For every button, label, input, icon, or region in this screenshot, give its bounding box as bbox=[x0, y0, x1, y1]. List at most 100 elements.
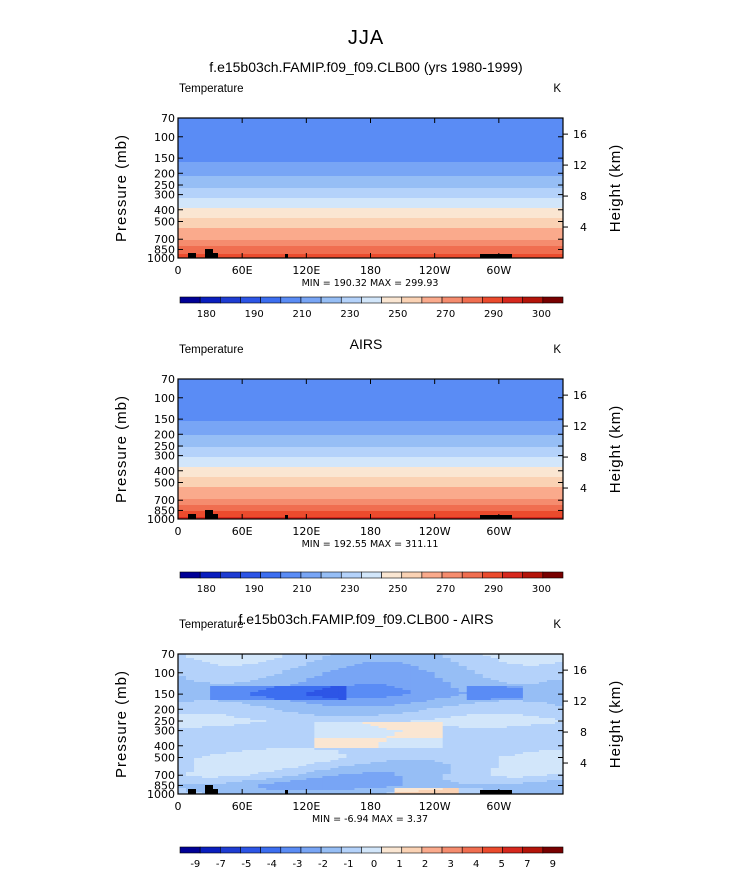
contour-cell bbox=[418, 750, 428, 753]
contour-cell bbox=[218, 720, 227, 723]
contour-cell bbox=[506, 754, 516, 757]
contour-cell bbox=[514, 736, 524, 739]
contour-cell bbox=[450, 670, 460, 673]
contour-cell bbox=[498, 722, 508, 725]
contour-cell bbox=[530, 780, 540, 783]
contour-cell bbox=[242, 694, 251, 697]
contour-cell bbox=[546, 734, 556, 737]
contour-cell bbox=[290, 682, 299, 685]
contour-cell bbox=[346, 792, 355, 795]
contour-cell bbox=[418, 676, 428, 679]
contour-cell bbox=[186, 690, 195, 693]
contour-cell bbox=[362, 722, 371, 725]
contour-cell bbox=[226, 766, 235, 769]
contour-cell bbox=[194, 770, 203, 773]
contour-cell bbox=[186, 726, 195, 729]
contour-cell bbox=[394, 684, 403, 687]
contour-cell bbox=[178, 391, 564, 394]
contour-cell bbox=[434, 752, 444, 755]
contour-cell bbox=[210, 674, 219, 677]
contour-cell bbox=[442, 702, 452, 705]
contour-cell bbox=[474, 664, 484, 667]
contour-cell bbox=[386, 752, 395, 755]
contour-cell bbox=[466, 684, 476, 687]
contour-cell bbox=[538, 786, 548, 789]
contour-cell bbox=[362, 772, 371, 775]
contour-cell bbox=[290, 772, 299, 775]
contour-cell bbox=[362, 762, 371, 765]
contour-cell bbox=[250, 674, 259, 677]
contour-cell bbox=[314, 778, 323, 781]
x-tick-label: 60W bbox=[486, 264, 511, 277]
colorbar-swatch bbox=[482, 846, 503, 854]
contour-cell bbox=[306, 738, 315, 741]
contour-cell bbox=[506, 698, 516, 701]
contour-cell bbox=[194, 730, 203, 733]
contour-cell bbox=[378, 766, 387, 769]
contour-cell bbox=[418, 744, 428, 747]
colorbar-label: -5 bbox=[241, 859, 251, 870]
contour-cell bbox=[306, 700, 315, 703]
contour-cell bbox=[274, 738, 283, 741]
contour-cell bbox=[402, 712, 411, 715]
colorbar-swatch bbox=[421, 846, 443, 854]
contour-cell bbox=[394, 702, 403, 705]
contour-cell bbox=[426, 694, 436, 697]
contour-cell bbox=[522, 714, 532, 717]
contour-cell bbox=[450, 718, 460, 721]
contour-cell bbox=[274, 772, 283, 775]
contour-cell bbox=[370, 708, 379, 711]
contour-cell bbox=[274, 726, 283, 729]
contour-cell bbox=[266, 790, 275, 793]
contour-cell bbox=[298, 754, 307, 757]
contour-cell bbox=[186, 730, 195, 733]
contour-cell bbox=[178, 696, 187, 699]
contour-cell bbox=[178, 445, 564, 448]
contour-cell bbox=[354, 680, 363, 683]
contour-cell bbox=[426, 776, 436, 779]
y-tick-label: 100 bbox=[154, 392, 175, 405]
contour-cell bbox=[442, 714, 452, 717]
contour-cell bbox=[298, 746, 307, 749]
contour-cell bbox=[482, 696, 492, 699]
contour-cell bbox=[426, 696, 436, 699]
contour-cell bbox=[370, 720, 379, 723]
contour-cell bbox=[442, 778, 452, 781]
contour-cell bbox=[298, 764, 307, 767]
contour-cell bbox=[194, 732, 203, 735]
contour-cell bbox=[442, 752, 452, 755]
contour-cell bbox=[434, 664, 444, 667]
contour-cell bbox=[234, 718, 243, 721]
contour-cell bbox=[426, 782, 436, 785]
contour-cell bbox=[546, 726, 556, 729]
contour-cell bbox=[490, 718, 500, 721]
contour-cell bbox=[266, 716, 275, 719]
contour-cell bbox=[290, 744, 299, 747]
contour-cell bbox=[554, 730, 564, 733]
contour-cell bbox=[178, 128, 564, 131]
contour-cell bbox=[546, 698, 556, 701]
contour-cell bbox=[194, 774, 203, 777]
contour-cell bbox=[378, 776, 387, 779]
contour-cell bbox=[418, 780, 428, 783]
contour-cell bbox=[186, 674, 195, 677]
contour-cell bbox=[194, 666, 203, 669]
contour-cell bbox=[226, 770, 235, 773]
contour-cell bbox=[530, 788, 540, 791]
contour-cell bbox=[218, 700, 227, 703]
contour-cell bbox=[210, 740, 219, 743]
contour-cell bbox=[442, 750, 452, 753]
contour-cell bbox=[538, 714, 548, 717]
contour-cell bbox=[194, 692, 203, 695]
contour-cell bbox=[450, 776, 460, 779]
contour-cell bbox=[250, 654, 259, 657]
contour-cell bbox=[418, 720, 428, 723]
contour-cell bbox=[322, 786, 331, 789]
contour-cell bbox=[394, 786, 403, 789]
contour-cell bbox=[266, 724, 275, 727]
contour-cell bbox=[346, 760, 355, 763]
contour-cell bbox=[514, 750, 524, 753]
contour-cell bbox=[546, 732, 556, 735]
contour-cell bbox=[178, 178, 564, 181]
contour-cell bbox=[514, 690, 524, 693]
